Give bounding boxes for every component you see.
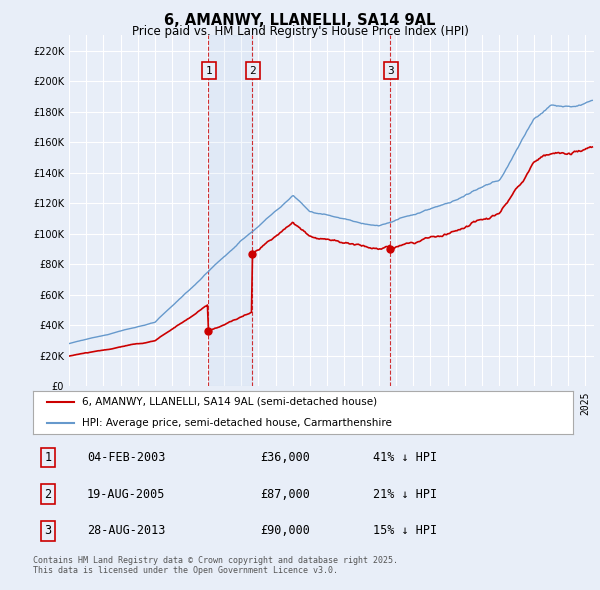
- Text: 19-AUG-2005: 19-AUG-2005: [87, 487, 166, 501]
- Text: 41% ↓ HPI: 41% ↓ HPI: [373, 451, 437, 464]
- Text: Price paid vs. HM Land Registry's House Price Index (HPI): Price paid vs. HM Land Registry's House …: [131, 25, 469, 38]
- Text: 1: 1: [206, 65, 212, 76]
- Text: Contains HM Land Registry data © Crown copyright and database right 2025.
This d: Contains HM Land Registry data © Crown c…: [33, 556, 398, 575]
- Bar: [208, 35, 252, 386]
- Text: 21% ↓ HPI: 21% ↓ HPI: [373, 487, 437, 501]
- Text: 3: 3: [388, 65, 394, 76]
- Text: £87,000: £87,000: [260, 487, 310, 501]
- Text: HPI: Average price, semi-detached house, Carmarthenshire: HPI: Average price, semi-detached house,…: [82, 418, 391, 428]
- Text: 2: 2: [44, 487, 52, 501]
- Text: 28-AUG-2013: 28-AUG-2013: [87, 525, 166, 537]
- Text: 6, AMANWY, LLANELLI, SA14 9AL: 6, AMANWY, LLANELLI, SA14 9AL: [164, 13, 436, 28]
- Text: 1: 1: [44, 451, 52, 464]
- Text: 6, AMANWY, LLANELLI, SA14 9AL (semi-detached house): 6, AMANWY, LLANELLI, SA14 9AL (semi-deta…: [82, 397, 377, 407]
- Text: 04-FEB-2003: 04-FEB-2003: [87, 451, 166, 464]
- Text: 15% ↓ HPI: 15% ↓ HPI: [373, 525, 437, 537]
- Text: £36,000: £36,000: [260, 451, 310, 464]
- Text: £90,000: £90,000: [260, 525, 310, 537]
- Text: 3: 3: [44, 525, 52, 537]
- Text: 2: 2: [250, 65, 256, 76]
